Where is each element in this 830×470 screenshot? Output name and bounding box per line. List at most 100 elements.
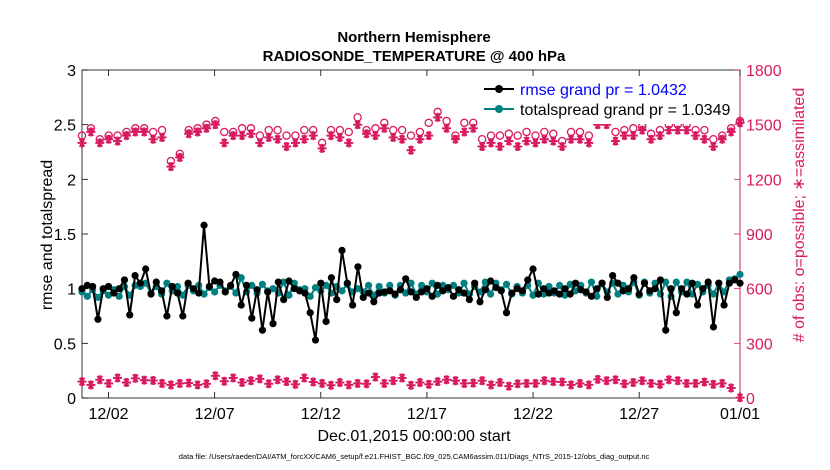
obs-assimilated-low-point [264, 379, 274, 389]
obs-assimilated-low-point [584, 380, 594, 390]
rmse-point [460, 289, 468, 297]
obs-assimilated-low-point [130, 373, 140, 383]
rmse-point [481, 286, 489, 294]
obs-assimilated-low-point [228, 373, 238, 383]
y-tick-label: 0.5 [54, 336, 76, 353]
obs-assimilated-low-point [362, 379, 372, 389]
legend-spread-marker [495, 105, 503, 113]
rmse-point [173, 289, 182, 297]
obs-assimilated-low-point [495, 378, 505, 388]
obs-assimilated-low-point [255, 374, 265, 384]
obs-assimilated-low-point [317, 378, 327, 388]
obs-assimilated-low-point [486, 380, 496, 390]
obs-assimilated-point [424, 131, 434, 141]
totalspread-point [248, 281, 256, 289]
obs-assimilated-low-point [157, 378, 167, 388]
totalspread-point [614, 290, 622, 298]
rmse-point [136, 279, 144, 287]
obs-assimilated-point [219, 138, 229, 148]
obs-assimilated-low-point [691, 378, 701, 388]
rmse-point [418, 288, 426, 296]
obs-possible-point [460, 118, 469, 128]
rmse-point [396, 286, 404, 294]
rmse-point [338, 246, 346, 254]
rmse-point [327, 274, 336, 282]
axes: 0 0.5 1 1.5 2 2.5 3 0 300 600 900 1200 1500 1800 12/02… [54, 63, 782, 423]
obs-possible-point [406, 131, 416, 140]
obs-assimilated-low-point [299, 373, 309, 383]
rmse-point [508, 289, 516, 297]
rmse-point [704, 278, 712, 286]
x-tick-label: 01/01 [720, 406, 760, 423]
rmse-point [486, 277, 495, 285]
obs-assimilated-low-point [530, 378, 540, 388]
y-tick-label: 2.5 [54, 118, 76, 135]
obs-assimilated-point [530, 138, 540, 148]
x-tick-label: 12/27 [619, 406, 659, 423]
rmse-point [407, 288, 415, 296]
obs-assimilated-point [228, 131, 238, 141]
totalspread-point [736, 270, 744, 279]
obs-assimilated-point [735, 118, 745, 128]
rmse-point [343, 279, 351, 287]
obs-possible-point [424, 118, 434, 128]
obs-assimilated-low-point [442, 375, 452, 385]
totalspread-point [285, 291, 293, 299]
obs-assimilated-point [148, 134, 158, 144]
legend: rmse grand pr = 1.0432 totalspread grand… [480, 78, 730, 124]
obs-assimilated-low-point [273, 375, 283, 385]
rmse-point [370, 298, 378, 306]
obs-assimilated-low-point [566, 380, 576, 390]
totalspread-point [709, 290, 718, 298]
rmse-point [317, 279, 325, 287]
rmse-point [555, 290, 564, 298]
obs-assimilated-low-point [602, 376, 612, 386]
rmse-point [189, 285, 198, 293]
obs-assimilated-low-point [77, 377, 87, 387]
obs-assimilated-point [619, 131, 629, 141]
obs-assimilated-point [210, 120, 220, 130]
rmse-point [78, 285, 86, 293]
rmse-point [699, 285, 707, 293]
obs-assimilated-low-point [219, 376, 229, 386]
x-tick-label: 12/07 [195, 406, 235, 423]
obs-possible-point [344, 127, 354, 137]
obs-assimilated-point [157, 132, 167, 142]
rmse-point [672, 309, 680, 317]
obs-assimilated-point [113, 136, 123, 146]
obs-assimilated-point [246, 129, 256, 139]
totalspread-point [386, 281, 394, 289]
rmse-point [248, 314, 256, 322]
x-tick-label: 12/22 [513, 406, 553, 423]
obs-assimilated-low-point [468, 378, 478, 388]
rmse-point [635, 290, 643, 298]
rmse-point [603, 293, 611, 302]
obs-assimilated-point [86, 127, 96, 137]
x-axis-label: Dec.01,2015 00:00:00 start [317, 428, 511, 445]
rmse-point [147, 290, 155, 298]
rmse-point [587, 292, 596, 300]
y-tick-label: 1.5 [54, 227, 76, 244]
totalspread-point [94, 293, 102, 302]
totalspread-point [486, 290, 495, 298]
obs-possible-point [611, 127, 620, 137]
obs-assimilated-low-point [664, 375, 674, 385]
rmse-point [715, 279, 723, 287]
obs-assimilated-point [335, 132, 345, 142]
rmse-point [200, 221, 208, 229]
totalspread-point [593, 292, 601, 300]
obs-assimilated-low-point [619, 379, 629, 389]
rmse-point [550, 287, 558, 295]
rmse-point [582, 288, 590, 296]
totalspread-point [587, 278, 596, 286]
obs-assimilated-point [664, 125, 674, 135]
obs-possible-point [273, 125, 282, 135]
rmse-point [104, 282, 113, 291]
obs-assimilated-point [726, 127, 736, 137]
obs-possible-point [700, 125, 709, 135]
rmse-point [678, 285, 686, 293]
obs-assimilated-point [193, 127, 203, 137]
rmse-point [402, 275, 410, 283]
rmse-point [662, 326, 670, 334]
rmse-point [258, 326, 267, 334]
